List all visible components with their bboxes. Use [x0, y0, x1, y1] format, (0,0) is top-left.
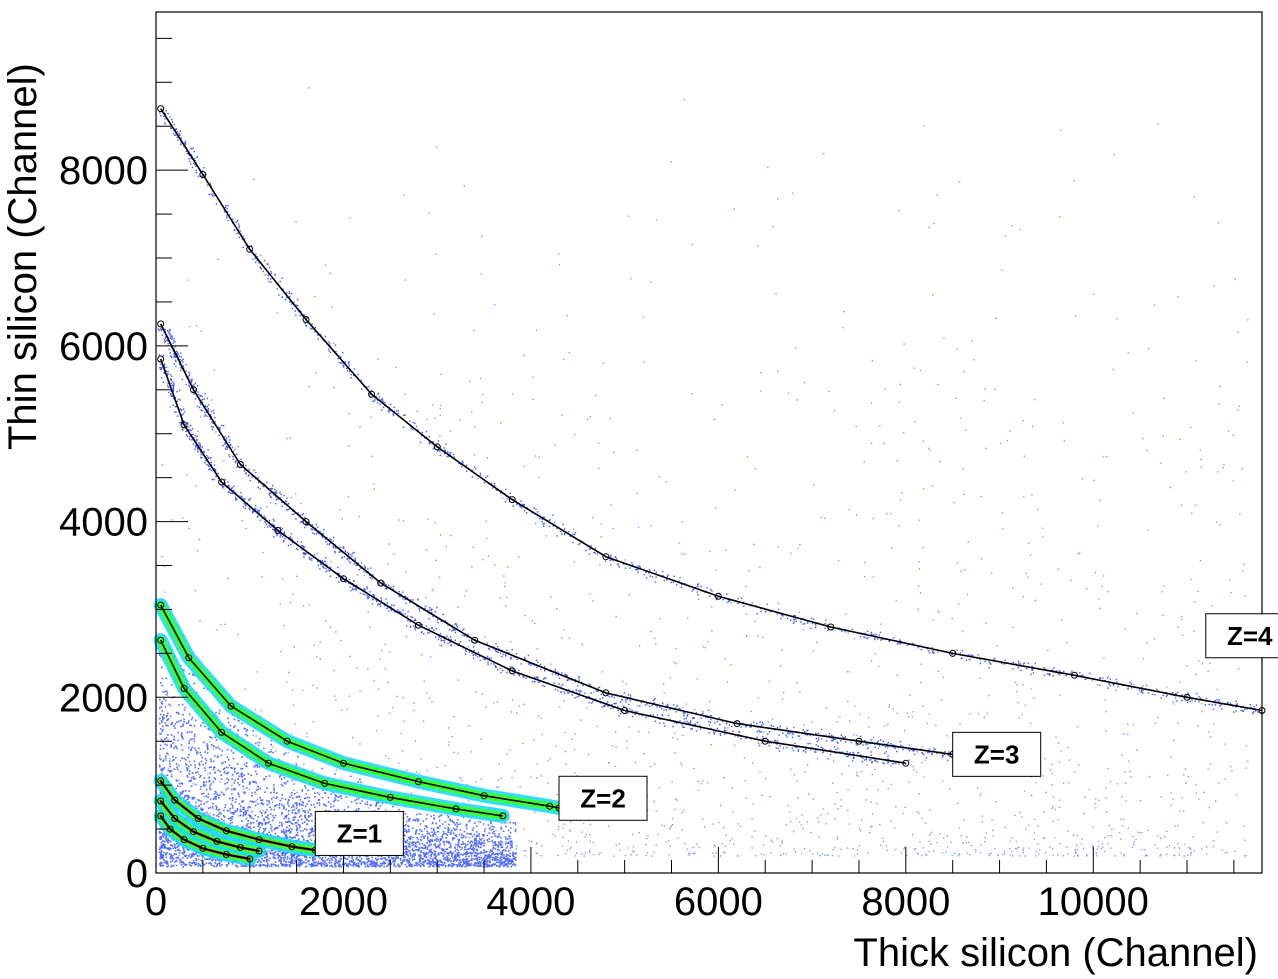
series-7-point-7	[602, 689, 610, 697]
series-6-point-6	[414, 621, 422, 629]
series-3-point-4	[222, 827, 230, 835]
series-6-point-7	[508, 667, 516, 675]
series-8-point-3	[246, 245, 254, 253]
frame-layer	[155, 11, 1263, 874]
y-tick-label: 6000	[59, 325, 148, 369]
plot-area	[156, 12, 1262, 873]
series-8-point-12	[1071, 671, 1078, 679]
series-3-point-3	[194, 815, 202, 822]
series-3-point-5	[255, 836, 263, 844]
series-7-point-8	[733, 720, 741, 728]
series-5-point-8	[546, 802, 554, 810]
series-8-point-8	[602, 553, 610, 561]
series-2-point-1	[157, 797, 165, 805]
z-label-box-2	[558, 775, 648, 821]
series-1-point-5	[222, 851, 230, 858]
series-1-point-1	[157, 812, 165, 820]
x-tick-label: 6000	[674, 880, 763, 924]
series-line-4	[159, 639, 503, 817]
series-3-point-6	[288, 843, 296, 851]
series-6-point-9	[761, 737, 769, 745]
series-6-point-8	[621, 707, 629, 714]
tick-label-layer: 0 2000 4000 6000 8000 10000 0 2000 4000 6000 8000	[59, 149, 1149, 924]
series-8-point-11	[949, 649, 957, 657]
series-4-point-2	[180, 685, 188, 692]
x-tick-label: 2000	[299, 880, 388, 924]
series-4-point-4	[265, 759, 272, 767]
z-label-2: Z=2	[580, 783, 626, 813]
y-tick-label: 4000	[59, 501, 148, 545]
series-3-point-2	[171, 796, 179, 804]
y-tick-label: 0	[126, 852, 148, 896]
series-6-point-10	[902, 759, 910, 767]
y-tick-label: 2000	[59, 676, 148, 720]
z-label-4: Z=4	[1227, 621, 1273, 651]
series-7-point-3	[236, 461, 244, 468]
z-label-box-1	[314, 810, 404, 856]
series-4-point-3	[218, 728, 226, 736]
series-5-point-1	[157, 601, 165, 609]
x-tick-label: 4000	[486, 880, 575, 924]
z-label-box-3	[952, 731, 1042, 777]
z-label-1: Z=1	[337, 818, 383, 848]
series-1-point-4	[199, 844, 207, 852]
series-7-point-5	[377, 579, 385, 587]
series-4-point-7	[452, 805, 460, 813]
x-tick-label: 0	[145, 880, 167, 924]
x-axis-title: Thick silicon (Channel)	[853, 931, 1258, 975]
z-label-box-4	[1205, 613, 1278, 659]
series-5-point-4	[283, 737, 291, 745]
series-8-point-13	[1183, 693, 1191, 701]
series-7-point-6	[471, 636, 479, 644]
z-label-3: Z=3	[974, 739, 1020, 769]
series-7-point-9	[855, 737, 863, 745]
series-5-point-5	[340, 759, 347, 767]
series-7-point-1	[157, 320, 165, 328]
series-8-point-4	[302, 316, 310, 323]
series-7-point-4	[302, 518, 310, 526]
series-5-point-6	[414, 778, 422, 786]
series-2-point-5	[236, 844, 244, 851]
series-6-point-5	[340, 575, 347, 583]
series-line-5	[159, 604, 560, 809]
series-line-3	[160, 780, 316, 851]
series-line-7	[159, 323, 953, 756]
series-8-point-5	[368, 390, 376, 398]
x-tick-label: 10000	[1038, 880, 1149, 924]
series-8-point-1	[157, 105, 165, 113]
series-8-point-6	[433, 443, 441, 451]
annotation-layer: Z=1 Z=2 Z=3 Z=4	[314, 613, 1278, 856]
series-2-point-3	[190, 828, 197, 836]
series-6-point-3	[218, 478, 226, 486]
series-4-point-6	[386, 793, 394, 801]
series-6-point-2	[180, 421, 188, 429]
series-4-point-8	[499, 812, 507, 820]
series-3-point-1	[157, 777, 165, 785]
series-1-point-3	[180, 836, 188, 844]
y-axis-title: Thin silicon (Channel)	[1, 63, 45, 450]
y-tick-label: 8000	[59, 149, 148, 193]
series-7-point-2	[190, 386, 197, 394]
series-8-point-2	[199, 171, 207, 178]
series-6-point-4	[274, 526, 282, 534]
series-4-point-1	[157, 636, 165, 644]
series-4-point-5	[321, 779, 329, 787]
series-5-point-3	[227, 702, 235, 710]
series-8-point-10	[827, 623, 835, 631]
series-line-6	[159, 358, 906, 764]
series-8-point-9	[714, 592, 722, 600]
series-2-point-2	[171, 815, 179, 822]
x-tick-label: 8000	[861, 880, 950, 924]
plot-frame	[155, 11, 1263, 874]
series-line-8	[160, 108, 1263, 712]
series-5-point-7	[480, 792, 488, 800]
curve-layer	[153, 105, 1266, 866]
series-6-point-1	[157, 355, 165, 363]
tick-layer	[155, 37, 1235, 874]
series-2-point-4	[213, 837, 221, 845]
series-5-point-2	[185, 654, 193, 662]
series-2-point-6	[255, 847, 263, 855]
series-8-point-7	[508, 496, 516, 504]
